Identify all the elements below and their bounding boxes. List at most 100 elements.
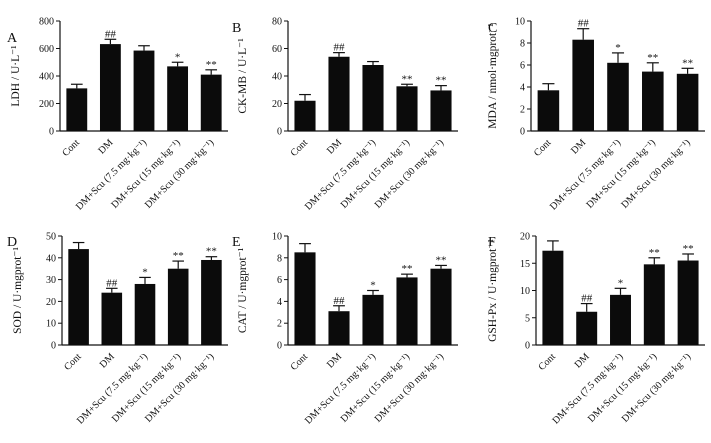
bar-e-2 <box>362 294 384 345</box>
bar-f-0 <box>542 250 564 345</box>
y-tick-label-b-2: 40 <box>272 72 282 83</box>
bar-b-0 <box>294 100 316 131</box>
y-tick-label-c-0: 0 <box>520 127 525 138</box>
y-tick-label-e-3: 6 <box>277 275 282 286</box>
bar-e-0 <box>294 252 316 345</box>
y-tick-label-c-3: 6 <box>520 61 525 72</box>
bar-c-3 <box>642 71 664 131</box>
bar-e-3 <box>396 277 418 345</box>
significance-a-1: ## <box>105 28 117 40</box>
y-tick-label-d-3: 30 <box>46 275 56 286</box>
bar-d-3 <box>167 268 189 345</box>
significance-c-3: ** <box>647 52 658 64</box>
significance-f-3: ** <box>649 247 660 259</box>
y-axis-title-b: CK-MB / U·L⁻¹ <box>237 38 249 114</box>
bar-f-1 <box>576 311 598 345</box>
category-label-d-0: Cont <box>62 351 84 373</box>
y-tick-label-f-4: 20 <box>520 232 530 243</box>
bar-f-3 <box>643 264 665 345</box>
y-tick-label-b-3: 60 <box>272 44 282 55</box>
significance-b-4: ** <box>436 75 447 87</box>
y-tick-label-e-4: 8 <box>277 253 282 264</box>
y-tick-label-c-2: 4 <box>520 83 525 94</box>
significance-d-1: ## <box>106 277 118 289</box>
panel-letter-f: F <box>488 235 496 250</box>
y-tick-label-a-2: 400 <box>39 72 54 83</box>
panel-letter-e: E <box>232 235 241 250</box>
chart-panel-e: E 0 2 4 6 8 10 CAT / U·mgprot⁻¹ Cont ## DM * DM+Scu … <box>232 232 458 427</box>
significance-f-4: ** <box>683 243 694 255</box>
bar-f-4 <box>677 260 699 345</box>
category-label-d-1: DM <box>98 351 117 370</box>
significance-b-1: ## <box>334 42 346 54</box>
significance-d-2: * <box>142 266 148 278</box>
y-tick-label-a-1: 200 <box>39 99 54 110</box>
significance-f-2: * <box>618 277 624 289</box>
y-tick-label-c-1: 2 <box>520 105 525 116</box>
bar-b-2 <box>362 65 384 131</box>
category-label-b-4: DM+Scu (30 mg·kg⁻¹) <box>373 137 446 210</box>
bar-c-4 <box>676 73 699 131</box>
significance-c-4: ** <box>682 57 693 69</box>
bar-c-1 <box>572 39 594 132</box>
y-tick-label-a-3: 600 <box>39 44 54 55</box>
category-label-f-4: DM+Scu (30 mg·kg⁻¹) <box>620 351 693 424</box>
bar-d-2 <box>134 283 156 345</box>
category-label-f-1: DM <box>573 351 592 370</box>
bar-a-3 <box>167 66 189 131</box>
y-axis-title-d: SOD / U·mgprot⁻¹ <box>12 247 24 334</box>
y-tick-label-d-0: 0 <box>51 341 56 352</box>
chart-panel-f: F 0 5 10 15 20 GSH-Px / U·mgprot⁻¹ Cont ## DM * DM+… <box>487 232 705 427</box>
bar-b-3 <box>396 86 418 131</box>
y-tick-label-f-3: 15 <box>520 259 530 270</box>
bar-a-4 <box>200 74 222 131</box>
bar-f-2 <box>610 294 631 345</box>
y-tick-label-c-4: 8 <box>520 39 525 50</box>
significance-e-3: ** <box>402 263 413 275</box>
category-label-a-4: DM+Scu (30 mg·kg⁻¹) <box>143 137 216 210</box>
y-axis-title-e: CAT / U·mgprot⁻¹ <box>237 247 249 333</box>
y-axis-title-c: MDA / nmol·mgprot⁻¹ <box>487 23 499 129</box>
category-label-b-1: DM <box>325 137 344 156</box>
panel-letter-a: A <box>7 31 18 46</box>
panel-letter-c: C <box>488 21 497 36</box>
chart-panel-c: C 0 2 4 6 8 10 MDA / nmol·mgprot⁻¹ Cont ## DM * DM+S… <box>487 17 705 213</box>
category-label-e-0: Cont <box>289 351 311 373</box>
bar-a-2 <box>133 50 155 131</box>
bar-d-0 <box>68 249 89 345</box>
y-tick-label-d-4: 40 <box>46 253 56 264</box>
category-label-f-0: Cont <box>536 351 558 373</box>
significance-a-3: * <box>175 51 181 63</box>
significance-d-4: ** <box>206 246 217 258</box>
y-tick-label-f-2: 10 <box>520 286 530 297</box>
category-label-c-1: DM <box>569 137 588 156</box>
category-label-b-0: Cont <box>289 137 311 159</box>
significance-d-3: ** <box>173 250 184 262</box>
y-tick-label-e-0: 0 <box>277 341 282 352</box>
category-label-e-1: DM <box>325 351 344 370</box>
category-label-a-0: Cont <box>60 137 82 159</box>
y-tick-label-f-1: 5 <box>525 313 530 324</box>
panel-letter-b: B <box>232 21 241 36</box>
y-tick-label-a-0: 0 <box>49 127 54 138</box>
bar-e-4 <box>430 268 452 345</box>
bar-b-1 <box>328 56 350 131</box>
panel-letter-d: D <box>7 235 17 250</box>
bar-a-1 <box>99 44 121 131</box>
y-axis-title-a: LDH / U·L⁻¹ <box>10 45 22 107</box>
y-tick-label-a-4: 800 <box>39 17 54 28</box>
bar-a-0 <box>66 88 88 131</box>
y-tick-label-b-1: 20 <box>272 99 282 110</box>
y-tick-label-e-1: 2 <box>277 319 282 330</box>
y-tick-label-f-0: 0 <box>525 341 530 352</box>
significance-e-4: ** <box>436 254 447 266</box>
y-axis-title-f: GSH-Px / U·mgprot⁻¹ <box>487 239 499 342</box>
significance-a-4: ** <box>206 59 217 71</box>
y-tick-label-c-5: 10 <box>515 17 525 28</box>
y-tick-label-d-5: 50 <box>46 232 56 243</box>
bar-e-1 <box>328 311 350 345</box>
bar-d-1 <box>101 292 123 345</box>
bar-d-4 <box>201 259 222 345</box>
